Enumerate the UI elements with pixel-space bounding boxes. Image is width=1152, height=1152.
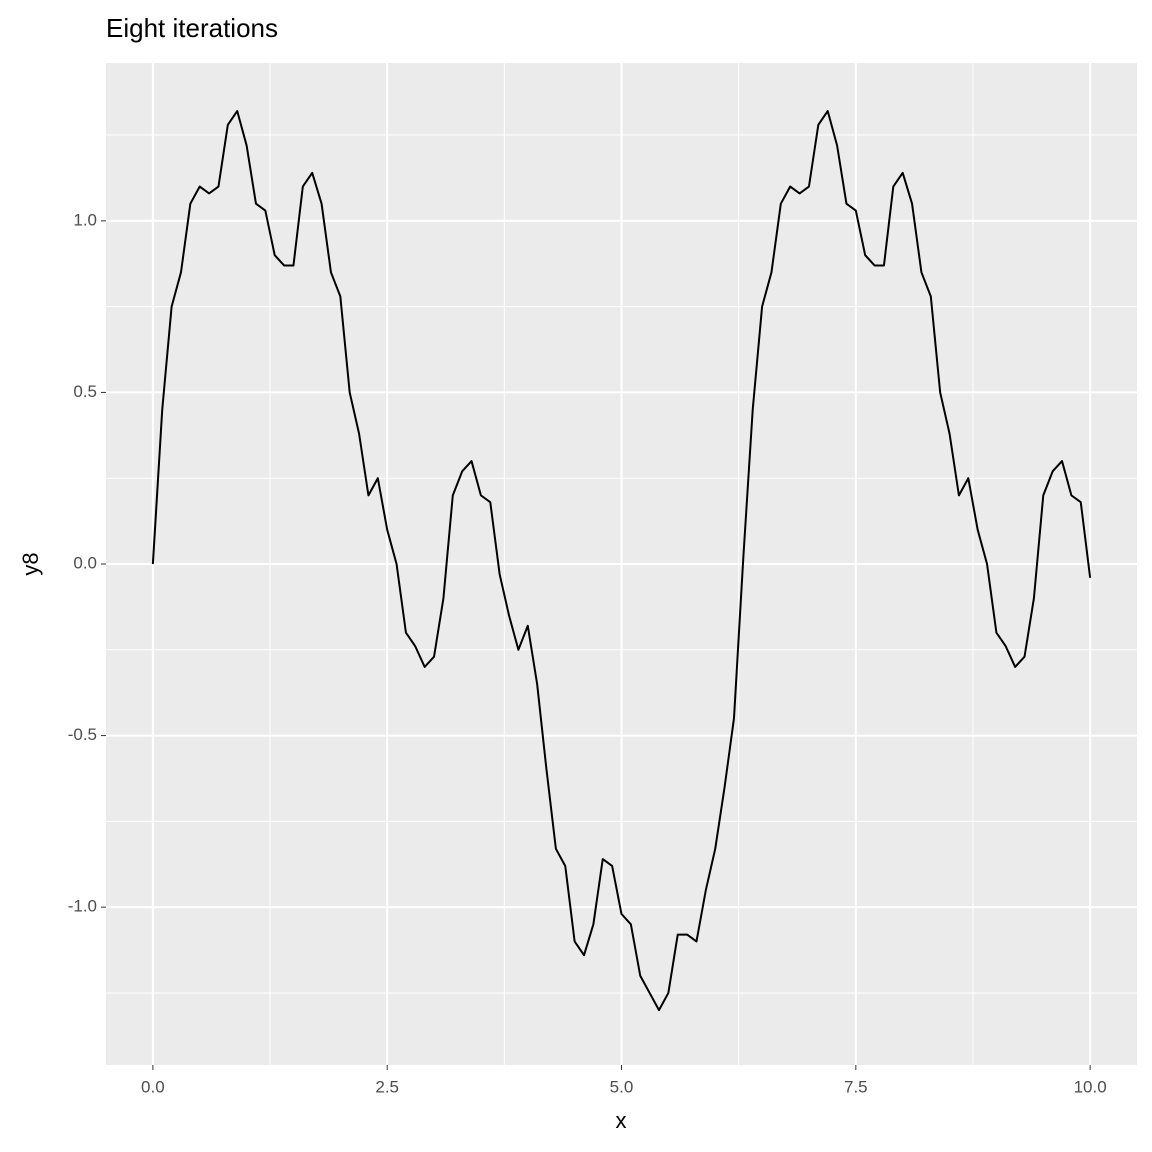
x-tick-label: 0.0 bbox=[141, 1077, 165, 1096]
y-tick-label: -1.0 bbox=[68, 897, 97, 916]
y-tick-label: -0.5 bbox=[68, 725, 97, 744]
x-tick-label: 2.5 bbox=[375, 1077, 399, 1096]
y-tick-label: 0.5 bbox=[73, 382, 97, 401]
y-tick-label: 1.0 bbox=[73, 210, 97, 229]
x-tick-label: 10.0 bbox=[1074, 1077, 1107, 1096]
plot bbox=[151, 110, 1092, 1012]
line bbox=[151, 110, 1092, 1012]
chart-title: Eight iterations bbox=[106, 13, 278, 43]
y-tick-label: 0.0 bbox=[73, 553, 97, 572]
x-tick-label: 5.0 bbox=[610, 1077, 634, 1096]
x-tick-label: 7.5 bbox=[844, 1077, 868, 1096]
x-axis-title: x bbox=[616, 1108, 627, 1133]
y-axis-title: y8 bbox=[18, 552, 43, 575]
